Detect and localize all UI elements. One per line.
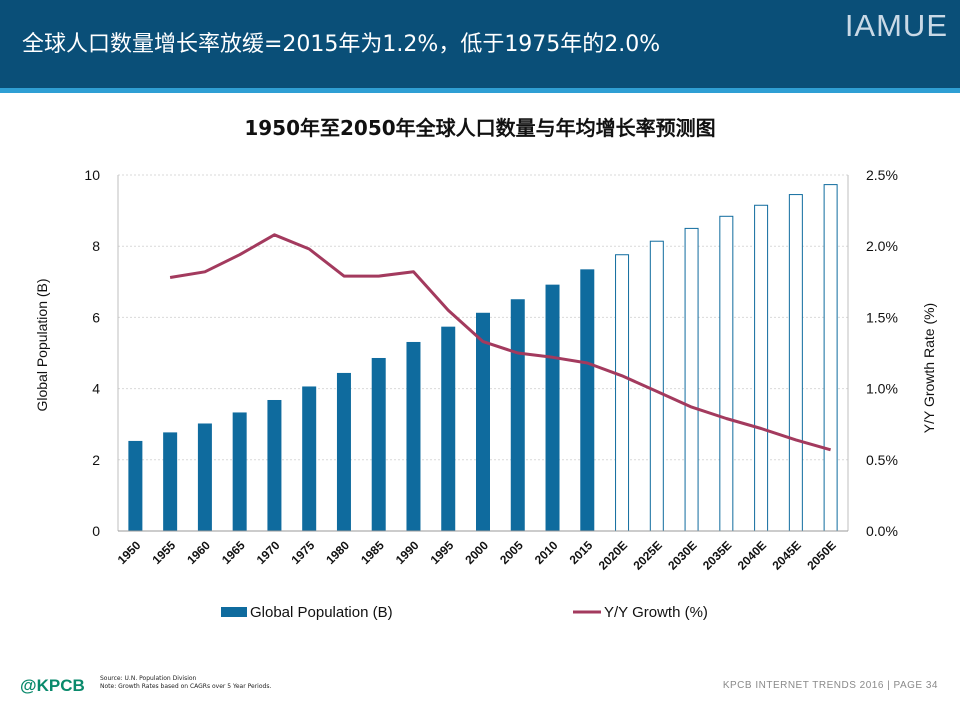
population-bar — [754, 204, 769, 532]
population-bar — [476, 312, 490, 531]
x-tick-label: 1960 — [184, 538, 213, 567]
x-tick-label: 2035E — [700, 538, 734, 572]
population-bar — [302, 386, 317, 531]
population-bar — [545, 284, 560, 531]
population-bar — [163, 432, 178, 531]
y-right-tick-label: 1.0% — [866, 381, 898, 397]
population-bar — [197, 423, 212, 531]
x-tick-label: 2045E — [770, 538, 804, 572]
x-tick-label: 2050E — [804, 538, 838, 572]
x-tick-label: 2015 — [567, 538, 596, 567]
kpcb-logo: @KPCB — [20, 676, 85, 695]
legend-swatch-population — [221, 607, 247, 617]
population-bar — [615, 254, 630, 532]
population-bar — [267, 399, 282, 531]
y-right-tick-label: 2.0% — [866, 238, 898, 254]
header-bar — [0, 0, 960, 88]
y-tick-label: 4 — [92, 381, 100, 397]
population-bar — [823, 184, 838, 532]
x-tick-label: 1975 — [289, 538, 318, 567]
x-tick-label: 2005 — [497, 538, 526, 567]
header-accent-line — [0, 88, 960, 93]
x-tick-label: 1955 — [149, 538, 178, 567]
x-tick-label: 1970 — [254, 538, 283, 567]
population-bar — [232, 412, 247, 531]
y-right-tick-label: 2.5% — [866, 167, 898, 183]
population-bar — [684, 227, 699, 532]
y-tick-label: 2 — [92, 452, 100, 468]
source-line: Source: U.N. Population Division — [100, 675, 197, 682]
brand-watermark: IAMUE — [844, 8, 948, 43]
y-axis-title: Global Population (B) — [34, 278, 50, 411]
x-tick-label: 2010 — [532, 538, 561, 567]
y-tick-label: 0 — [92, 523, 100, 539]
growth-rate-line — [169, 233, 832, 452]
note-line: Note: Growth Rates based on CAGRs over 5… — [100, 683, 272, 690]
legend-label-growth: Y/Y Growth (%) — [604, 604, 708, 621]
x-tick-label: 1980 — [323, 538, 352, 567]
x-tick-label: 1995 — [428, 538, 457, 567]
population-bar — [580, 269, 595, 531]
y-tick-label: 6 — [92, 309, 100, 325]
population-bar — [441, 326, 456, 531]
slide-title: 全球人口数量增长率放缓=2015年为1.2%，低于1975年的2.0% — [22, 32, 661, 57]
x-tick-label: 1950 — [115, 538, 144, 567]
population-bar — [128, 440, 143, 531]
source-note: Source: U.N. Population Division Note: G… — [100, 675, 271, 691]
x-tick-label: 1965 — [219, 538, 248, 567]
population-bar — [510, 299, 525, 531]
x-tick-label: 2030E — [665, 538, 699, 572]
footer-page-info: KPCB INTERNET TRENDS 2016 | PAGE 34 — [722, 680, 938, 691]
population-bar — [336, 372, 351, 531]
y-right-axis-title: Y/Y Growth Rate (%) — [921, 303, 937, 433]
y-tick-label: 10 — [84, 167, 100, 183]
population-bar — [719, 215, 734, 532]
population-bar — [371, 357, 386, 531]
population-bar — [406, 341, 421, 531]
population-bar — [788, 194, 803, 532]
x-tick-label: 1990 — [393, 538, 422, 567]
x-tick-label: 2000 — [462, 538, 491, 567]
y-right-tick-label: 1.5% — [866, 309, 898, 325]
y-tick-label: 8 — [92, 238, 100, 254]
chart-title: 1950年至2050年全球人口数量与年均增长率预测图 — [244, 116, 716, 140]
y-right-tick-label: 0.5% — [866, 452, 898, 468]
x-tick-label: 2040E — [735, 538, 769, 572]
x-tick-label: 2025E — [630, 538, 664, 572]
x-tick-label: 2020E — [596, 538, 630, 572]
legend-label-population: Global Population (B) — [250, 604, 393, 621]
x-tick-label: 1985 — [358, 538, 387, 567]
y-right-tick-label: 0.0% — [866, 523, 898, 539]
population-bar — [649, 240, 664, 532]
